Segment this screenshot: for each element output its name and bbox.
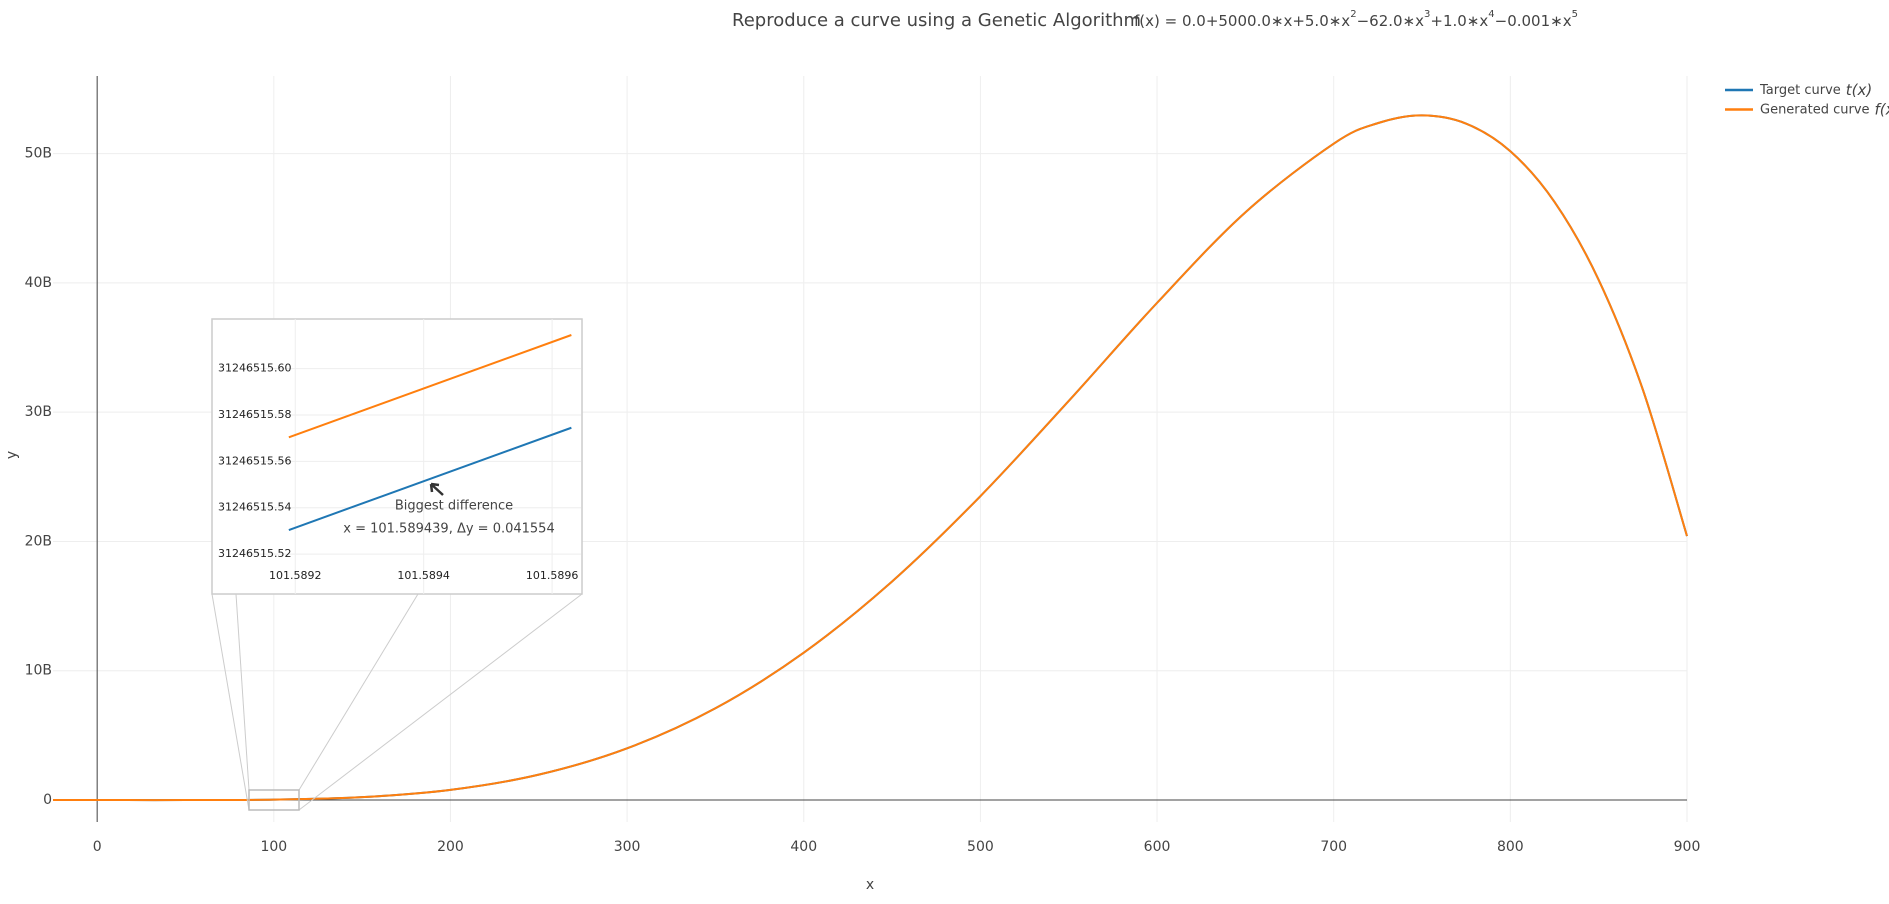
zoom-connectors <box>211 593 583 811</box>
x-tick-label: 900 <box>1674 839 1701 855</box>
y-tick-label: 0 <box>43 792 52 808</box>
x-tick-label: 100 <box>260 839 287 855</box>
legend-label: Generated curve f(x) <box>1760 100 1889 118</box>
legend-name: Target curve <box>1759 83 1841 98</box>
x-tick-label: 0 <box>93 839 102 855</box>
y-tick-label: 40B <box>25 275 52 291</box>
curve <box>288 334 572 439</box>
inset-frame <box>211 318 583 595</box>
y-tick-label: 50B <box>25 146 52 162</box>
formula-part: +1.0∗x <box>1430 12 1488 30</box>
legend: Target curve t(x) Generated curve f(x) <box>1725 81 1889 118</box>
formula-exponent: 4 <box>1488 9 1494 20</box>
curve <box>288 426 572 531</box>
zoom-region <box>248 789 300 811</box>
legend-symbol: f(x) <box>1875 100 1889 118</box>
legend-label: Target curve t(x) <box>1759 81 1872 99</box>
x-axis-title: x <box>866 877 874 893</box>
x-tick-label: 600 <box>1144 839 1171 855</box>
inset-plot: 101.5892 101.5894 101.5896 31246515.52 31246… <box>218 319 581 594</box>
x-tick-label: 700 <box>1320 839 1347 855</box>
x-tick-label: 300 <box>614 839 641 855</box>
y-tick-label: 31246515.52 <box>218 547 291 560</box>
y-tick-label: 20B <box>25 533 52 549</box>
curve <box>52 114 1688 802</box>
annotation-detail: x = 101.589439, Δy = 0.041554 <box>343 522 554 537</box>
formula-part: −62.0∗x <box>1357 12 1425 30</box>
y-tick-label: 31246515.56 <box>218 454 291 467</box>
x-tick-label: 200 <box>437 839 464 855</box>
formula-part: −0.001∗x <box>1495 12 1572 30</box>
x-tick-label: 500 <box>967 839 994 855</box>
connector <box>235 593 250 791</box>
connector <box>298 593 419 791</box>
chart-title: Reproduce a curve using a Genetic Algori… <box>732 10 1141 31</box>
connector <box>211 593 250 811</box>
formula-part: f(x) = 0.0+5000.0∗x+5.0∗x <box>1134 12 1350 30</box>
connector <box>298 593 583 811</box>
y-tick-label: 31246515.54 <box>218 501 291 514</box>
formula-exponent: 3 <box>1424 9 1430 20</box>
formula: f(x) = 0.0+5000.0∗x+5.0∗x2−62.0∗x3+1.0∗x… <box>1134 9 1578 30</box>
x-tick-label: 400 <box>790 839 817 855</box>
x-tick-label: 101.5896 <box>526 569 579 582</box>
y-tick-label: 31246515.58 <box>218 408 291 421</box>
annotation-text: Biggest difference <box>395 499 513 514</box>
x-tick-label: 800 <box>1497 839 1524 855</box>
legend-name: Generated curve <box>1760 102 1870 117</box>
legend-symbol: t(x) <box>1846 81 1872 99</box>
y-tick-label: 10B <box>25 663 52 679</box>
y-tick-label: 30B <box>25 404 52 420</box>
formula-exponent: 5 <box>1572 9 1578 20</box>
x-tick-label: 101.5894 <box>397 569 450 582</box>
y-axis-title: y <box>4 451 20 459</box>
formula-exponent: 2 <box>1350 9 1356 20</box>
x-tick-label: 101.5892 <box>269 569 322 582</box>
y-tick-label: 31246515.60 <box>218 362 291 375</box>
annotation-arrow <box>429 482 444 496</box>
